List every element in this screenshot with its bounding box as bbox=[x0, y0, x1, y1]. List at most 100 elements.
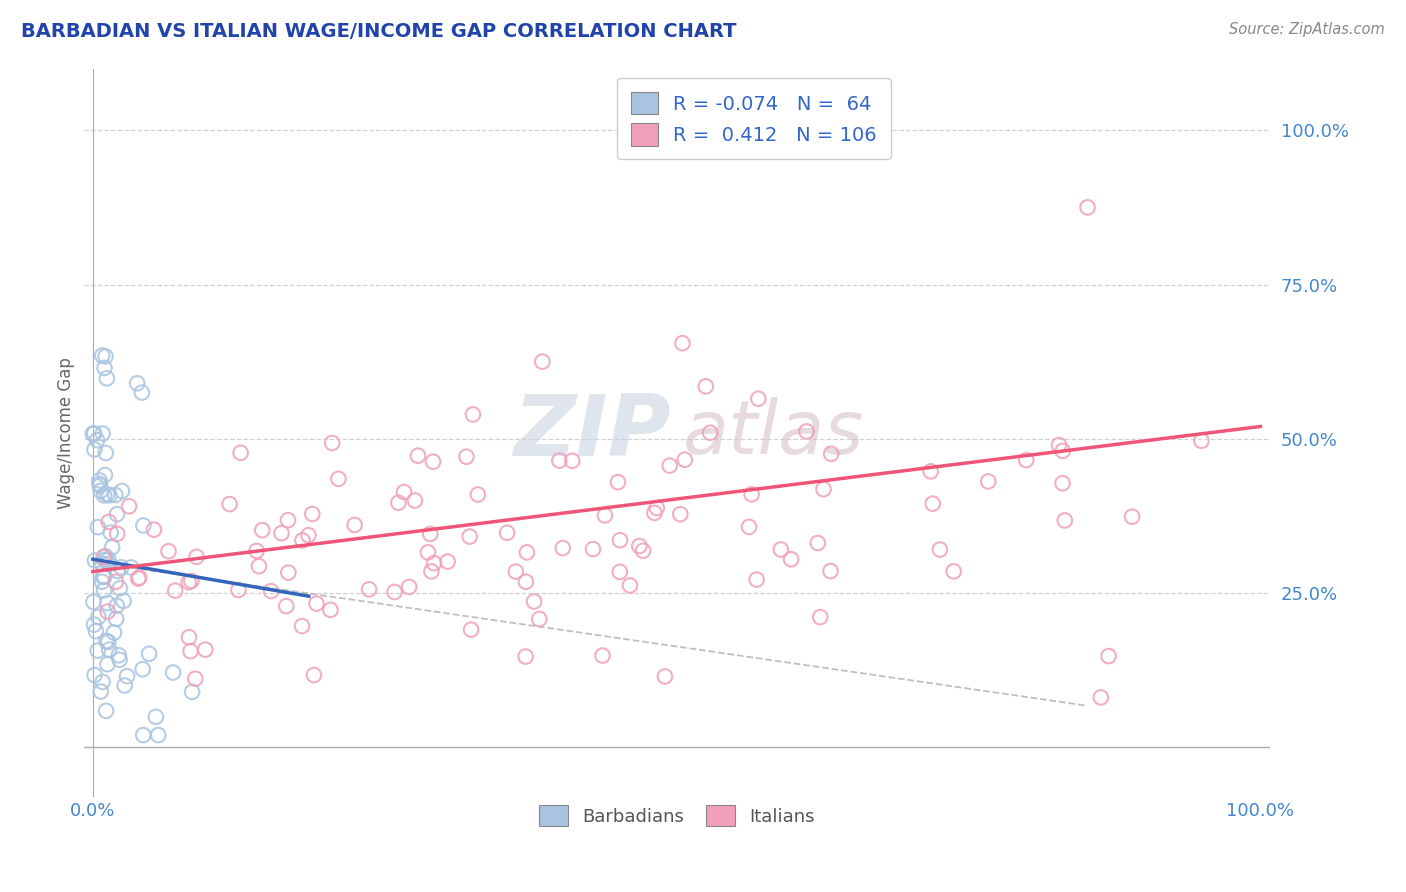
Point bbox=[1121, 509, 1143, 524]
Point bbox=[162, 665, 184, 680]
Point bbox=[297, 528, 319, 542]
Point bbox=[131, 662, 153, 676]
Point bbox=[1090, 690, 1112, 705]
Point bbox=[460, 623, 482, 637]
Point bbox=[252, 523, 274, 537]
Point bbox=[1015, 453, 1038, 467]
Point bbox=[561, 454, 583, 468]
Point bbox=[181, 685, 204, 699]
Point bbox=[461, 408, 484, 422]
Point bbox=[384, 585, 406, 599]
Point bbox=[114, 678, 136, 692]
Point bbox=[177, 575, 200, 590]
Legend: Barbadians, Italians: Barbadians, Italians bbox=[530, 797, 824, 835]
Text: ZIP: ZIP bbox=[513, 392, 671, 475]
Point bbox=[671, 336, 693, 351]
Point bbox=[942, 565, 965, 579]
Point bbox=[404, 493, 426, 508]
Point bbox=[321, 436, 343, 450]
Point bbox=[97, 552, 120, 566]
Point bbox=[97, 515, 120, 529]
Point bbox=[1053, 513, 1076, 527]
Point bbox=[645, 500, 668, 515]
Point bbox=[496, 525, 519, 540]
Point bbox=[83, 668, 105, 682]
Point bbox=[91, 557, 114, 571]
Point bbox=[82, 426, 104, 441]
Point bbox=[808, 610, 831, 624]
Text: Source: ZipAtlas.com: Source: ZipAtlas.com bbox=[1229, 22, 1385, 37]
Point bbox=[96, 657, 118, 672]
Point bbox=[423, 556, 446, 570]
Point bbox=[516, 545, 538, 559]
Point bbox=[669, 507, 692, 521]
Point bbox=[157, 544, 180, 558]
Point bbox=[515, 649, 537, 664]
Point bbox=[94, 350, 117, 364]
Point bbox=[83, 442, 105, 457]
Point bbox=[416, 545, 439, 559]
Point bbox=[780, 552, 803, 566]
Point bbox=[120, 560, 142, 574]
Point bbox=[86, 643, 108, 657]
Point bbox=[305, 597, 328, 611]
Point bbox=[302, 668, 325, 682]
Point bbox=[291, 619, 314, 633]
Point bbox=[148, 728, 170, 742]
Point bbox=[132, 518, 155, 533]
Point bbox=[145, 710, 167, 724]
Point bbox=[82, 595, 104, 609]
Point bbox=[531, 354, 554, 368]
Point bbox=[769, 542, 792, 557]
Point bbox=[523, 594, 546, 608]
Point bbox=[551, 541, 574, 555]
Point bbox=[89, 474, 111, 488]
Point bbox=[111, 483, 134, 498]
Point bbox=[387, 496, 409, 510]
Point bbox=[921, 497, 943, 511]
Point bbox=[420, 565, 443, 579]
Point bbox=[1052, 476, 1074, 491]
Point bbox=[643, 506, 665, 520]
Point bbox=[118, 500, 141, 514]
Point bbox=[436, 555, 458, 569]
Point bbox=[105, 507, 128, 521]
Point bbox=[276, 599, 298, 613]
Point bbox=[89, 479, 111, 493]
Point bbox=[1052, 443, 1074, 458]
Point bbox=[97, 605, 120, 619]
Point bbox=[277, 513, 299, 527]
Point bbox=[94, 549, 117, 564]
Point bbox=[548, 453, 571, 467]
Point bbox=[606, 475, 628, 490]
Point bbox=[1191, 434, 1213, 448]
Text: BARBADIAN VS ITALIAN WAGE/INCOME GAP CORRELATION CHART: BARBADIAN VS ITALIAN WAGE/INCOME GAP COR… bbox=[21, 22, 737, 41]
Point bbox=[115, 669, 138, 683]
Point bbox=[609, 533, 631, 548]
Point bbox=[796, 425, 818, 439]
Point bbox=[112, 594, 135, 608]
Point bbox=[291, 533, 314, 548]
Point bbox=[91, 426, 114, 441]
Point bbox=[103, 625, 125, 640]
Point bbox=[107, 564, 129, 578]
Point bbox=[98, 488, 121, 502]
Point bbox=[90, 483, 112, 498]
Point bbox=[94, 467, 117, 482]
Point bbox=[90, 684, 112, 698]
Point bbox=[270, 526, 292, 541]
Point bbox=[1097, 649, 1119, 664]
Point bbox=[105, 526, 128, 541]
Point bbox=[180, 574, 202, 588]
Point bbox=[515, 574, 537, 589]
Point bbox=[96, 487, 118, 501]
Point bbox=[593, 508, 616, 523]
Text: atlas: atlas bbox=[682, 397, 863, 468]
Point bbox=[93, 583, 115, 598]
Point bbox=[609, 565, 631, 579]
Point bbox=[97, 635, 120, 649]
Point bbox=[592, 648, 614, 663]
Point bbox=[108, 653, 131, 667]
Point bbox=[813, 482, 835, 496]
Point bbox=[91, 674, 114, 689]
